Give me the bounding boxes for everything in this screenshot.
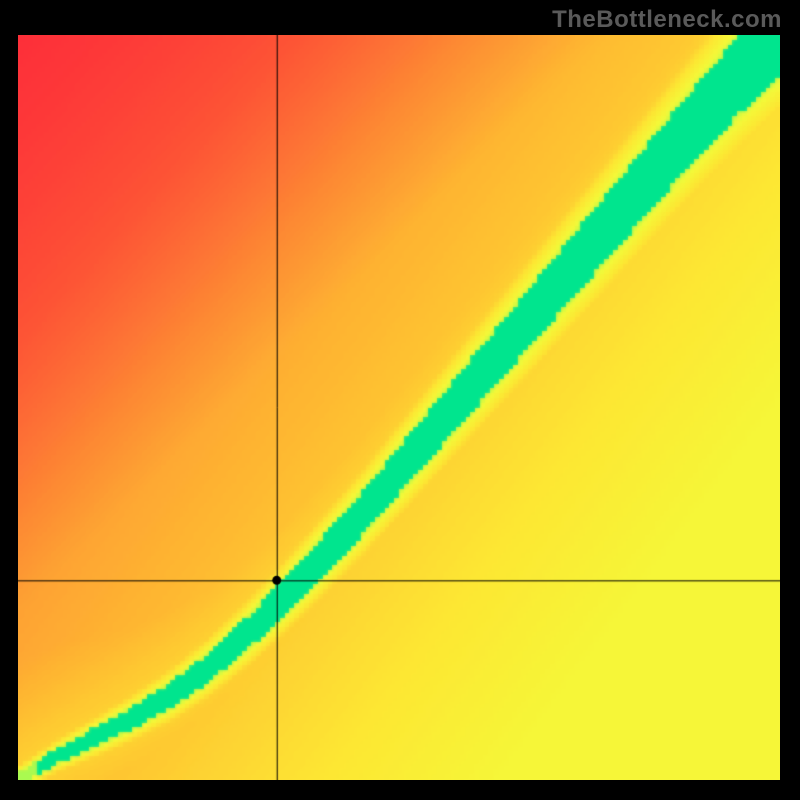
bottleneck-heatmap [18, 35, 780, 780]
watermark-text: TheBottleneck.com [552, 6, 782, 34]
